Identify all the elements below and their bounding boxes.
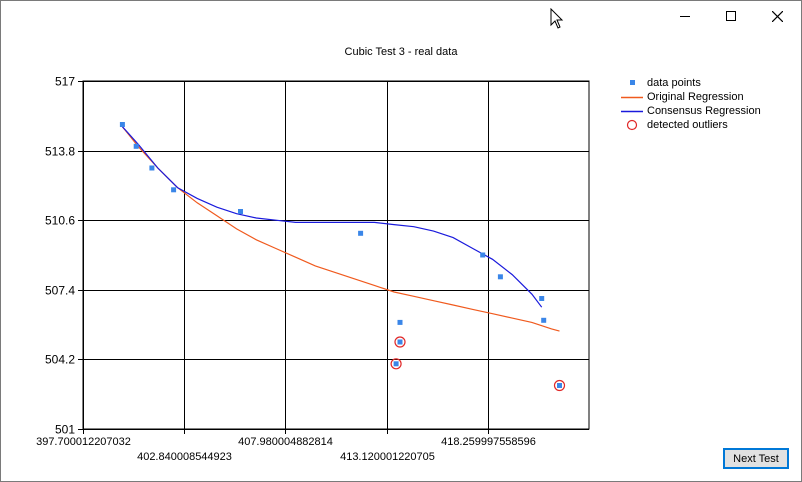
outlier-data-point [397, 339, 403, 345]
data-point [358, 230, 364, 236]
legend-item-original-regression: Original Regression [621, 90, 761, 104]
close-button[interactable] [754, 1, 800, 31]
legend-label: data points [647, 77, 701, 89]
data-point [397, 319, 403, 325]
plot-border [82, 80, 590, 430]
maximize-icon [726, 11, 736, 21]
minimize-button[interactable] [662, 1, 708, 31]
chart-legend: data points Original Regression Consensu… [621, 76, 761, 132]
original-regression-line [121, 126, 560, 332]
mouse-cursor-icon [550, 8, 564, 29]
consensus-regression-line [121, 126, 543, 308]
data-point [149, 165, 155, 171]
data-point [238, 209, 243, 214]
x-tick-label: 407.980004882814 [238, 436, 333, 448]
legend-item-consensus-regression: Consensus Regression [621, 104, 761, 118]
outlier-data-point [557, 383, 562, 388]
data-point [171, 187, 177, 193]
outlier-marker [553, 379, 566, 392]
x-tick-label: 413.120001220705 [340, 451, 435, 463]
legend-item-data-points: data points [621, 76, 761, 90]
minimize-icon [680, 16, 690, 17]
legend-line-marker-icon [621, 96, 643, 99]
legend-label: Consensus Regression [647, 105, 761, 117]
data-point [539, 296, 545, 301]
y-tick-label: 501 [55, 423, 75, 437]
next-test-button[interactable]: Next Test [723, 448, 789, 469]
maximize-button[interactable] [708, 1, 754, 31]
outlier-marker [394, 336, 406, 348]
y-tick-label: 504.2 [45, 353, 75, 367]
legend-label: Original Regression [647, 91, 744, 103]
outlier-data-point [393, 361, 399, 367]
outlier-marker [390, 358, 402, 370]
data-point [480, 252, 486, 258]
data-point [541, 317, 547, 323]
y-tick-label: 513.8 [45, 145, 75, 159]
x-tick-label: 418.259997558596 [441, 436, 536, 448]
data-point [119, 122, 125, 127]
y-tick-label: 517 [55, 75, 75, 89]
data-point [497, 274, 503, 280]
x-tick-label: 402.840008544923 [137, 451, 232, 463]
legend-point-marker-icon [630, 80, 635, 85]
legend-line-marker-icon [621, 110, 643, 113]
close-icon [771, 10, 783, 22]
legend-item-detected-outliers: detected outliers [621, 118, 761, 132]
data-point [133, 143, 139, 149]
x-tick-label: 397.700012207032 [36, 436, 131, 448]
y-tick-label: 510.6 [45, 214, 75, 228]
chart-title: Cubic Test 3 - real data [344, 46, 458, 58]
legend-label: detected outliers [647, 119, 728, 131]
y-tick-label: 507.4 [45, 284, 75, 298]
legend-circle-marker-icon [626, 119, 638, 131]
